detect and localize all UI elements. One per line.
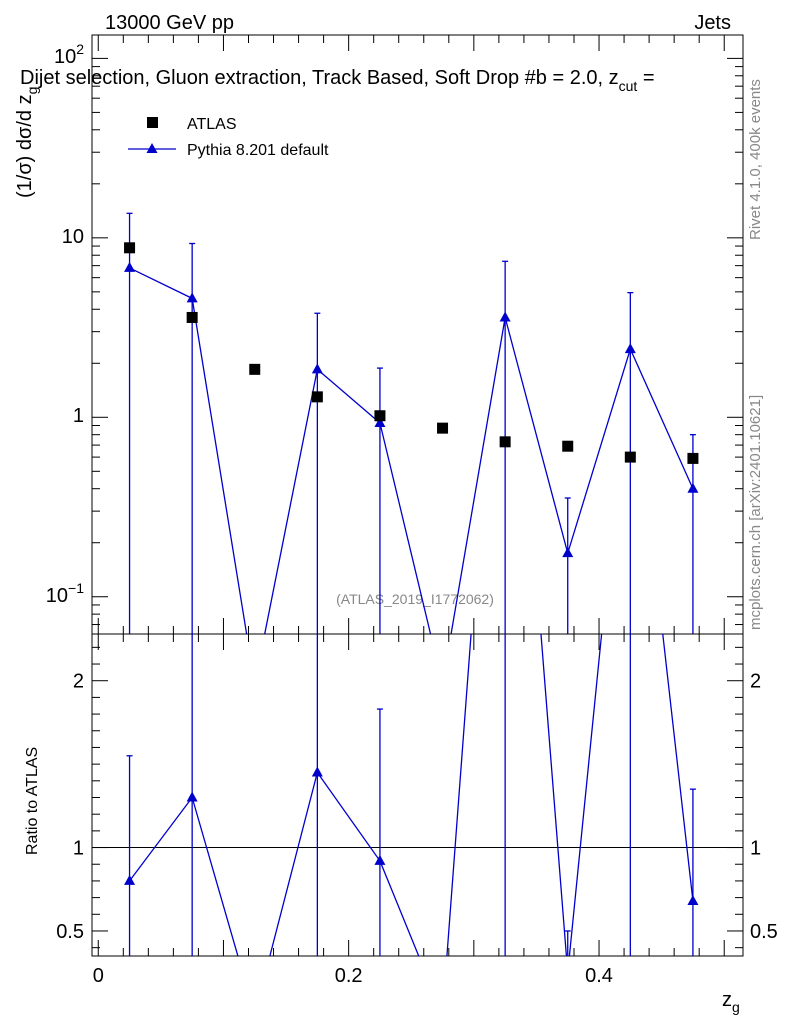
legend-pythia-marker (146, 143, 158, 153)
ratio-ytick-label-left: 2 (73, 671, 84, 693)
ratio-ytick-label-left: 0.5 (56, 921, 84, 943)
atlas-point (499, 436, 511, 448)
plot-title: Dijet selection, Gluon extraction, Track… (20, 67, 655, 94)
atlas-point (124, 242, 136, 254)
pythia-point (374, 416, 386, 427)
ytick-label-100: 102 (54, 41, 84, 68)
main-ylabel: (1/σ) dσ/d zg (14, 87, 40, 198)
atlas-point (249, 363, 261, 375)
ratio-panel: 0 0.2 0.4 2 2 1 1 0.5 0.5 Ratio to ATLAS zg (24, 174, 778, 1015)
mcplots-label: mcplots.cern.ch [arXiv:2401.10621] (747, 395, 764, 630)
ytick-01-exp: −1 (68, 580, 84, 596)
main-tick-labels: 102 10 1 10−1 (46, 41, 84, 607)
main-axis-ticks (92, 35, 743, 634)
ratio-frame (91, 633, 744, 957)
ratio-ytick-label-left: 1 (73, 838, 84, 860)
main-ylabel-sub: g (24, 87, 40, 95)
pythia-point (499, 311, 511, 322)
xlabel-sub: g (732, 999, 740, 1015)
ratio-pythia-point (124, 874, 136, 885)
ratio-ytick-label-right: 2 (750, 671, 761, 693)
xtick-label: 0.4 (585, 965, 613, 987)
ytick-label-0.1: 10−1 (46, 580, 84, 607)
main-panel: 102 10 1 10−1 ATLAS Pythia 8.201 default (46, 34, 744, 635)
ytick-label-1: 1 (73, 405, 84, 427)
atlas-point (311, 391, 323, 403)
ytick-100-base: 10 (54, 46, 76, 68)
plot-title-sub: cut (619, 78, 638, 94)
legend-atlas-marker (147, 117, 158, 128)
main-ylabel-text: (1/σ) dσ/d z (14, 94, 36, 198)
ratio-ylabel: Ratio to ATLAS (24, 747, 41, 855)
process-label: Jets (694, 12, 731, 34)
ratio-pythia-point (562, 967, 573, 977)
ytick-100-exp: 2 (76, 41, 84, 57)
plot-title-main: Dijet selection, Gluon extraction, Track… (20, 67, 619, 89)
pythia-point (311, 363, 323, 374)
ratio-pythia-point (500, 174, 511, 184)
pythia-point (687, 482, 699, 493)
xtick-label: 0 (93, 965, 104, 987)
rivet-label: Rivet 4.1.0, 400k events (747, 79, 764, 240)
atlas-point (374, 410, 386, 422)
pythia-point (124, 261, 136, 272)
pythia-point (186, 292, 198, 303)
atlas-point (562, 440, 574, 452)
ratio-axis-ticks: 0 0.2 0.4 2 2 1 1 0.5 0.5 (56, 634, 778, 987)
ratio-pythia-point (186, 791, 198, 802)
energy-label: 13000 GeV pp (105, 12, 234, 34)
ratio-pythia-point (311, 766, 323, 777)
ratio-ytick-label-right: 0.5 (750, 921, 778, 943)
pythia-point (562, 547, 574, 558)
xlabel-text: z (722, 989, 732, 1011)
pythia-point (624, 343, 636, 354)
legend: ATLAS Pythia 8.201 default (128, 116, 329, 159)
pythia-line (129, 267, 694, 634)
legend-atlas-label: ATLAS (187, 116, 237, 133)
plot-title-suffix: = (637, 67, 654, 89)
analysis-watermark: (ATLAS_2019_I1772062) (336, 591, 494, 607)
ratio-pythia-point (374, 854, 386, 865)
atlas-point (624, 451, 636, 463)
atlas-point (687, 452, 699, 464)
ratio-pythia-point (687, 894, 699, 905)
pythia-series (124, 212, 699, 634)
atlas-point (186, 311, 198, 323)
ratio-pythia-line (129, 634, 694, 956)
ratio-ytick-label-right: 1 (750, 838, 761, 860)
atlas-series (124, 242, 699, 464)
atlas-point (437, 422, 449, 434)
ytick-01-base: 10 (46, 585, 68, 607)
ratio-pythia-series (124, 174, 699, 977)
legend-pythia-label: Pythia 8.201 default (187, 142, 329, 159)
xlabel: zg (722, 989, 740, 1015)
xtick-label: 0.2 (335, 965, 363, 987)
ytick-label-10: 10 (62, 226, 84, 248)
